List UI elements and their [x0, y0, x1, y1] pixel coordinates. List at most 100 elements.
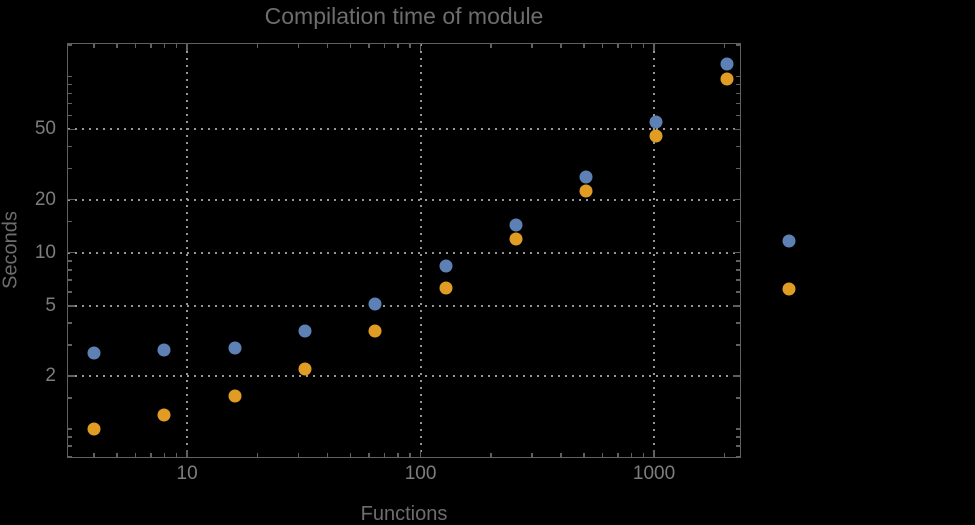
- x-tick-bottom: [256, 453, 259, 457]
- x-tick-label-1000: 1000: [632, 463, 676, 484]
- x-tick-bottom: [326, 453, 329, 457]
- data-point-series-orange: [579, 184, 593, 198]
- x-tick-label-100: 100: [404, 463, 437, 484]
- data-point-series-orange: [298, 362, 312, 376]
- y-tick-right: [736, 220, 740, 223]
- x-tick-bottom: [368, 453, 370, 457]
- x-tick-top: [723, 44, 726, 48]
- gridline-x-1000: [653, 44, 656, 457]
- y-tick-left: [68, 428, 72, 430]
- x-tick-top: [397, 44, 399, 48]
- x-tick-bottom: [175, 453, 178, 457]
- x-tick-top: [617, 44, 619, 48]
- y-tick-left: [68, 145, 72, 148]
- y-tick-left: [68, 269, 72, 271]
- data-point-series-orange: [228, 389, 242, 403]
- y-tick-left: [68, 436, 72, 438]
- x-axis-label: Functions: [360, 503, 448, 525]
- data-point-series-blue: [649, 115, 663, 129]
- x-tick-bottom: [653, 450, 655, 457]
- y-tick-label-10: 10: [34, 241, 56, 263]
- y-tick-left: [68, 75, 72, 78]
- gridline-y-50: [68, 128, 740, 131]
- data-point-series-blue: [509, 218, 523, 232]
- y-tick-right: [736, 92, 740, 95]
- x-tick-top: [175, 44, 178, 48]
- plot-frame: [67, 43, 741, 458]
- y-tick-left: [68, 92, 72, 95]
- y-tick-left: [68, 305, 75, 307]
- x-tick-top: [409, 44, 411, 48]
- x-tick-bottom: [419, 450, 422, 457]
- x-tick-bottom: [383, 453, 386, 457]
- y-tick-label-20: 20: [34, 188, 56, 210]
- y-tick-left: [68, 128, 75, 131]
- y-tick-right: [733, 251, 740, 254]
- y-tick-left: [68, 445, 72, 447]
- x-tick-top: [150, 44, 152, 48]
- y-tick-left: [68, 375, 75, 377]
- x-tick-bottom: [297, 453, 300, 457]
- x-tick-top: [583, 44, 585, 48]
- x-tick-bottom: [490, 453, 492, 457]
- x-tick-label-10: 10: [176, 463, 198, 484]
- x-tick-top: [326, 44, 329, 48]
- x-tick-top: [116, 44, 118, 48]
- x-tick-bottom: [617, 453, 619, 457]
- data-point-series-blue: [87, 346, 101, 360]
- data-point-series-orange: [649, 129, 663, 143]
- data-point-series-blue: [298, 324, 312, 338]
- x-tick-top: [297, 44, 300, 48]
- y-tick-right: [736, 279, 740, 281]
- y-tick-left: [68, 198, 75, 201]
- x-tick-top: [134, 44, 137, 48]
- data-point-series-orange: [720, 72, 734, 86]
- x-tick-top: [163, 44, 166, 48]
- gridline-y-20: [68, 198, 740, 201]
- gridline-y-5: [68, 304, 740, 307]
- gridline-y-2: [68, 375, 740, 377]
- x-tick-bottom: [397, 453, 399, 457]
- data-point-series-blue: [439, 259, 453, 273]
- y-tick-right: [736, 291, 740, 293]
- y-tick-right: [733, 198, 740, 201]
- legend-marker-series-orange: [782, 282, 796, 296]
- data-point-series-orange: [439, 281, 453, 295]
- x-tick-bottom: [560, 453, 562, 457]
- legend-marker-series-blue: [782, 234, 796, 248]
- data-point-series-blue: [368, 297, 382, 311]
- x-tick-bottom: [583, 453, 585, 457]
- x-tick-top: [630, 44, 633, 48]
- x-tick-top: [490, 44, 492, 48]
- chart-title: Compilation time of module: [264, 3, 544, 29]
- y-tick-right: [736, 102, 740, 105]
- data-point-series-blue: [579, 170, 593, 184]
- x-tick-bottom: [642, 453, 645, 457]
- x-tick-top: [383, 44, 386, 48]
- x-tick-top: [419, 44, 422, 51]
- y-tick-right: [733, 128, 740, 131]
- y-tick-left: [68, 344, 72, 346]
- y-tick-right: [736, 167, 740, 170]
- y-tick-left: [68, 44, 72, 46]
- y-tick-label-2: 2: [45, 365, 56, 386]
- x-tick-bottom: [601, 453, 603, 457]
- x-tick-top: [560, 44, 562, 48]
- x-tick-bottom: [409, 453, 411, 457]
- x-tick-bottom: [163, 453, 166, 457]
- x-tick-bottom: [186, 450, 188, 457]
- data-point-series-orange: [157, 408, 171, 422]
- gridline-x-10: [186, 44, 189, 457]
- y-tick-right: [733, 305, 740, 307]
- y-tick-right: [736, 322, 740, 324]
- y-tick-right: [736, 344, 740, 346]
- x-tick-top: [531, 44, 533, 48]
- x-tick-bottom: [116, 453, 118, 457]
- y-tick-left: [68, 322, 72, 324]
- y-tick-label-50: 50: [34, 118, 56, 140]
- y-tick-right: [736, 44, 740, 46]
- y-tick-right: [733, 375, 740, 377]
- data-point-series-orange: [87, 422, 101, 436]
- y-tick-right: [736, 145, 740, 148]
